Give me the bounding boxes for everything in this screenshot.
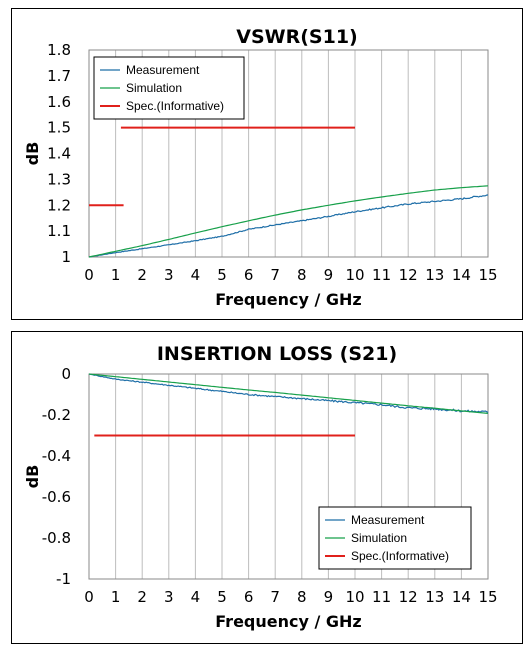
x-tick-label: 0 — [84, 266, 94, 284]
y-tick-label: 1.3 — [47, 170, 71, 188]
x-tick-label: 9 — [324, 266, 334, 284]
y-tick-label: 1.8 — [47, 41, 71, 59]
y-tick-label: -0.8 — [42, 529, 71, 547]
x-tick-label: 3 — [164, 588, 174, 606]
y-tick-label: 1.6 — [47, 93, 71, 111]
x-tick-label: 1 — [111, 266, 121, 284]
vswr-chart-panel: VSWR(S11) 1 1.1 1.2 1.3 1.4 1.5 1.6 1.7 1.8 0 1 2 3 4 5… — [11, 8, 523, 320]
x-tick-label: 4 — [191, 588, 201, 606]
x-tick-label: 10 — [345, 266, 364, 284]
x-tick-label: 1 — [111, 588, 121, 606]
x-tick-label: 13 — [425, 588, 444, 606]
y-tick-label: 1 — [61, 248, 71, 266]
y-tick-label: -0.4 — [42, 447, 71, 465]
legend-label: Spec.(Informative) — [126, 99, 224, 113]
x-tick-label: 11 — [372, 266, 391, 284]
x-tick-label: 12 — [399, 588, 418, 606]
y-tick-label: 1.7 — [47, 67, 71, 85]
chart-title: INSERTION LOSS (S21) — [157, 343, 397, 365]
x-tick-label: 15 — [478, 588, 497, 606]
x-tick-label: 6 — [244, 588, 254, 606]
y-axis-title: dB — [23, 465, 42, 489]
x-tick-label: 3 — [164, 266, 174, 284]
x-tick-label: 10 — [345, 588, 364, 606]
x-tick-label: 14 — [452, 588, 471, 606]
y-tick-label: 1.5 — [47, 119, 71, 137]
plot-area — [88, 49, 489, 258]
plot-area — [88, 373, 489, 580]
y-tick-label: 1.1 — [47, 222, 71, 240]
y-tick-label: -1 — [56, 570, 71, 588]
legend-label: Measurement — [126, 63, 200, 77]
x-tick-label: 13 — [425, 266, 444, 284]
y-axis-title: dB — [23, 142, 42, 166]
y-tick-label: -0.2 — [42, 406, 71, 424]
vswr-chart: VSWR(S11)11.11.21.31.41.51.61.71.80 1 2 3 4 5… — [23, 26, 498, 309]
x-tick-label: 0 — [84, 588, 94, 606]
simulation-line — [88, 373, 489, 414]
chart-title: VSWR(S11) — [236, 26, 357, 48]
x-tick-label: 5 — [217, 266, 227, 284]
x-tick-label: 15 — [478, 266, 497, 284]
x-tick-label: 8 — [297, 588, 307, 606]
x-tick-label: 2 — [137, 588, 147, 606]
insertion-loss-chart-panel: INSERTION LOSS (S21) 0 -0.2 -0.4 -0.6 -0.8 -1 0… — [11, 331, 523, 644]
x-tick-label: 12 — [399, 266, 418, 284]
x-tick-label: 2 — [137, 266, 147, 284]
legend-label: Measurement — [351, 513, 425, 527]
x-axis-title: Frequency / GHz — [215, 612, 361, 631]
insertion-loss-chart: INSERTION LOSS (S21) 0 -0.2 -0.4 -0.6 -0.8 -1 0… — [23, 343, 498, 631]
legend-label: Simulation — [351, 531, 407, 545]
legend-label: Simulation — [126, 81, 182, 95]
simulation-line — [88, 185, 489, 258]
x-tick-label: 11 — [372, 588, 391, 606]
x-tick-label: 14 — [452, 266, 471, 284]
x-tick-label: 7 — [270, 266, 280, 284]
measurement-line — [88, 373, 489, 414]
x-tick-label: 9 — [324, 588, 334, 606]
x-tick-label: 8 — [297, 266, 307, 284]
x-tick-label: 6 — [244, 266, 254, 284]
x-tick-label: 7 — [270, 588, 280, 606]
x-axis-title: Frequency / GHz — [215, 290, 361, 309]
y-tick-label: 1.4 — [47, 145, 71, 163]
legend-label: Spec.(Informative) — [351, 549, 449, 563]
x-tick-label: 4 — [191, 266, 201, 284]
y-tick-label: 0 — [61, 365, 71, 383]
measurement-line — [88, 194, 489, 258]
y-tick-label: -0.6 — [42, 488, 71, 506]
x-tick-label: 5 — [217, 588, 227, 606]
y-tick-label: 1.2 — [47, 196, 71, 214]
